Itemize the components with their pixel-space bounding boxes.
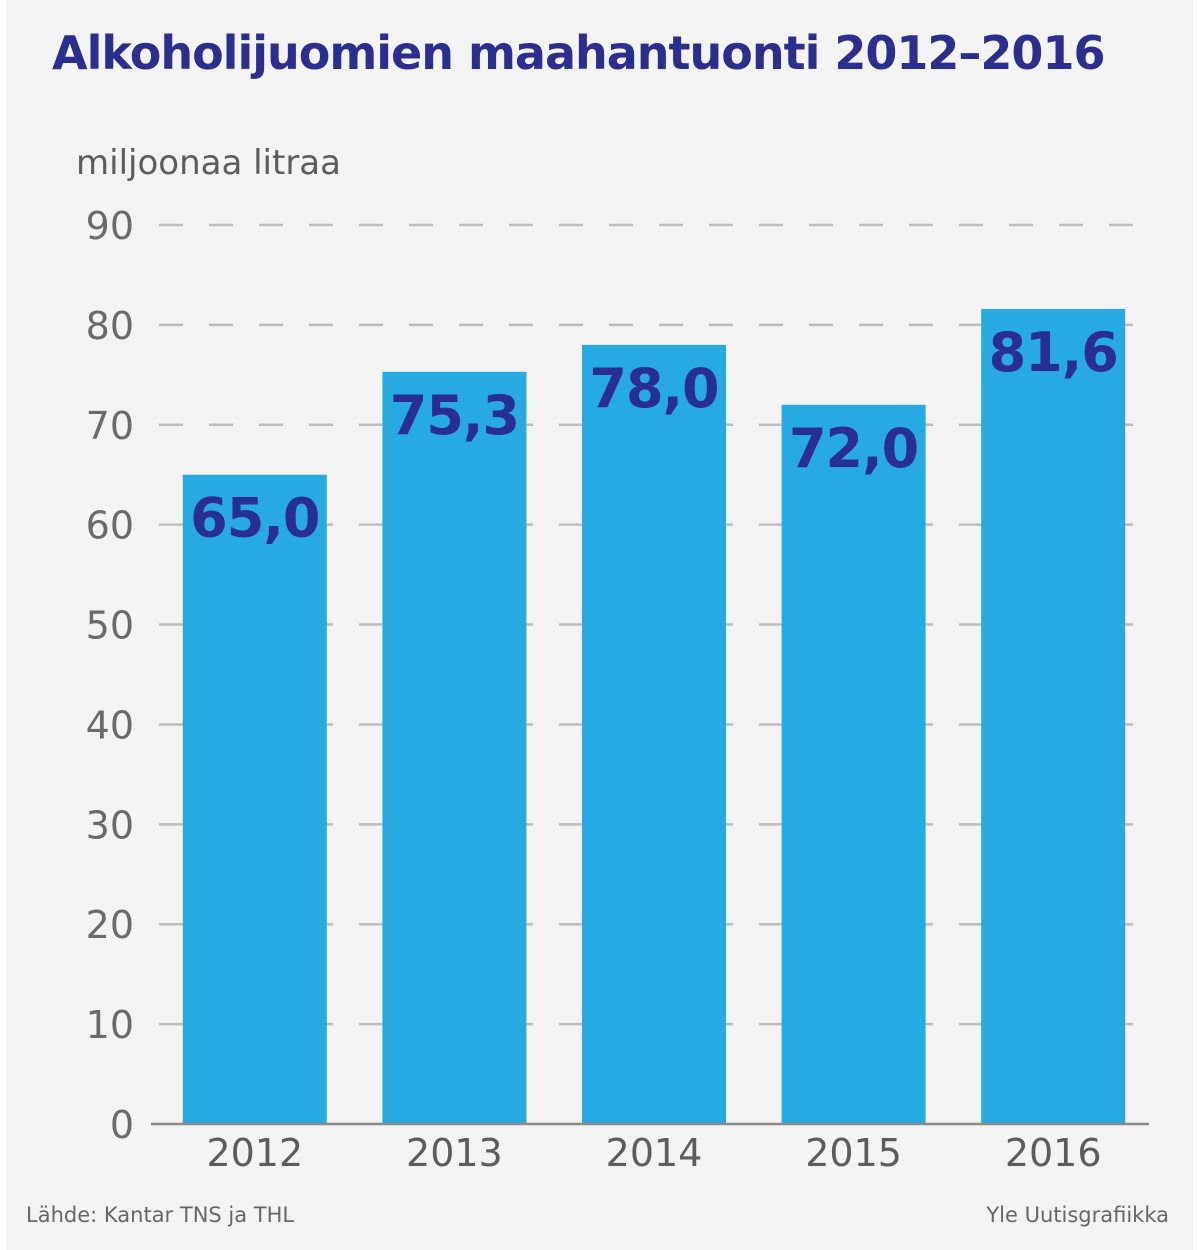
x-axis-ticks: 2012 2013 2014 2015 2016 — [206, 1131, 1101, 1175]
y-tick-label-60: 60 — [86, 504, 134, 548]
y-tick-label-70: 70 — [86, 404, 134, 448]
x-tick-label-2016: 2016 — [1005, 1131, 1102, 1175]
value-label-2013: 75,3 — [390, 384, 519, 447]
y-axis-label: miljoonaa litraa — [76, 143, 341, 183]
y-tick-label-40: 40 — [86, 703, 134, 747]
source-note: Lähde: Kantar TNS ja THL — [26, 1203, 295, 1227]
y-tick-label-50: 50 — [86, 604, 134, 648]
x-tick-label-2013: 2013 — [406, 1131, 503, 1175]
y-tick-label-10: 10 — [86, 1003, 134, 1047]
x-tick-label-2012: 2012 — [206, 1131, 303, 1175]
bar-chart: miljoonaa litraa 0 10 20 30 40 50 60 70 80 90 201… — [76, 143, 1149, 1175]
value-label-2015: 72,0 — [789, 417, 918, 480]
bars — [182, 308, 1126, 1124]
y-tick-label-90: 90 — [86, 204, 134, 248]
y-tick-label-20: 20 — [86, 903, 134, 947]
y-tick-label-80: 80 — [86, 304, 134, 348]
value-label-2014: 78,0 — [589, 357, 718, 420]
bar-2012 — [182, 474, 327, 1124]
y-tick-label-30: 30 — [86, 803, 134, 847]
bar-2014 — [582, 344, 726, 1124]
y-axis-ticks: 0 10 20 30 40 50 60 70 80 90 — [86, 204, 134, 1147]
bar-2013 — [382, 371, 527, 1124]
x-tick-label-2014: 2014 — [606, 1131, 703, 1175]
value-labels: 65,0 75,3 78,0 72,0 81,6 — [190, 321, 1119, 550]
bar-2015 — [781, 404, 926, 1124]
value-label-2016: 81,6 — [989, 321, 1118, 384]
chart-title: Alkoholijuomien maahantuonti 2012–2016 — [52, 26, 1105, 80]
credit-note: Yle Uutisgrafiikka — [986, 1203, 1169, 1227]
bar-2016 — [981, 308, 1126, 1124]
x-tick-label-2015: 2015 — [805, 1131, 902, 1175]
y-tick-label-0: 0 — [110, 1103, 134, 1147]
value-label-2012: 65,0 — [190, 487, 319, 550]
chart-canvas: Alkoholijuomien maahantuonti 2012–2016 m… — [6, 0, 1193, 1250]
